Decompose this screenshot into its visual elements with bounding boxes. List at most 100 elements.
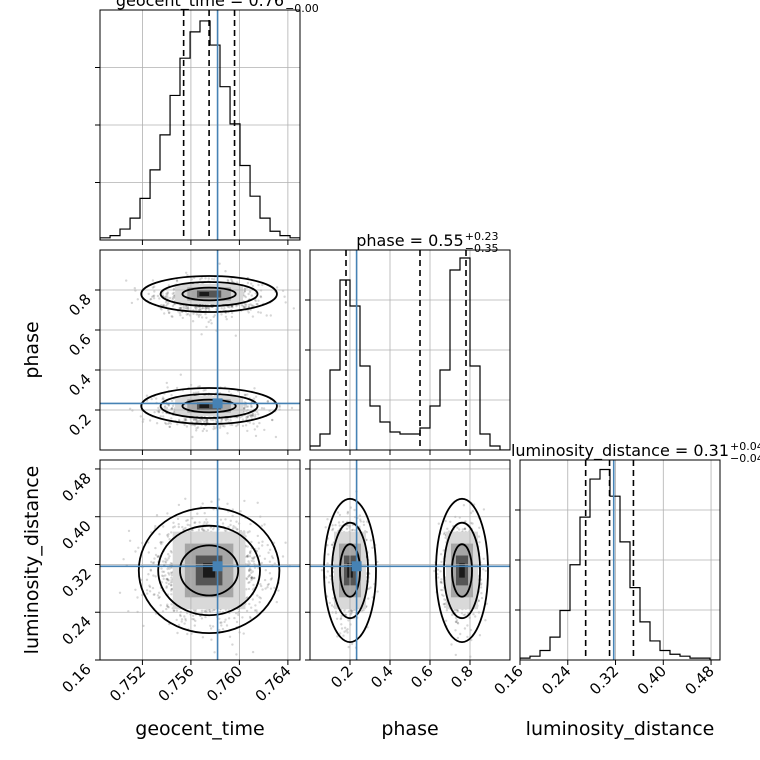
- scatter-point: [461, 528, 464, 531]
- scatter-point: [168, 567, 171, 570]
- contour-inner: [179, 544, 240, 597]
- scatter-point: [453, 609, 456, 612]
- scatter-point: [446, 527, 449, 530]
- scatter-point: [249, 414, 253, 417]
- scatter-point: [164, 421, 167, 425]
- title-luminosity_distance: luminosity_distance = 0.31: [511, 441, 729, 461]
- scatter-point: [173, 294, 176, 297]
- scatter-point: [166, 303, 169, 306]
- scatter-point: [339, 632, 342, 635]
- scatter-point: [194, 521, 197, 524]
- scatter-point: [166, 292, 169, 295]
- scatter-point: [247, 414, 250, 417]
- scatter-point: [202, 389, 205, 392]
- scatter-point: [231, 423, 234, 427]
- scatter-point: [210, 277, 214, 281]
- scatter-point: [204, 307, 207, 310]
- scatter-point: [161, 396, 165, 399]
- scatter-point: [234, 526, 237, 529]
- scatter-point: [239, 510, 242, 513]
- y-axis-label-luminosity_distance: luminosity_distance: [21, 466, 43, 655]
- scatter-point: [227, 390, 231, 393]
- scatter-point: [201, 429, 204, 433]
- scatter-point: [251, 412, 255, 415]
- x-tick-label-geocent_time: 0.756: [155, 662, 198, 705]
- scatter-point: [223, 529, 227, 532]
- scatter-point: [346, 524, 350, 527]
- scatter-point: [160, 308, 163, 311]
- panel-frame: [99, 459, 301, 661]
- scatter-point: [207, 277, 210, 280]
- scatter-point: [192, 618, 196, 621]
- scatter-point: [248, 568, 251, 571]
- scatter-point: [166, 603, 169, 606]
- scatter-point: [249, 303, 252, 306]
- scatter-point: [347, 619, 350, 622]
- scatter-point: [164, 304, 168, 308]
- scatter-point: [436, 576, 440, 579]
- scatter-point: [268, 548, 272, 551]
- scatter-point: [266, 543, 269, 547]
- title-plus-luminosity_distance: +0.04: [730, 440, 760, 453]
- scatter-point: [283, 295, 286, 298]
- scatter-point: [329, 574, 332, 578]
- scatter-point: [166, 534, 169, 537]
- scatter-point: [463, 527, 466, 531]
- scatter-point: [170, 407, 174, 410]
- scatter-point: [175, 609, 179, 612]
- scatter-point: [200, 316, 204, 319]
- scatter-point: [248, 602, 251, 606]
- x-tick-label-luminosity_distance: 0.48: [682, 662, 718, 698]
- scatter-point: [200, 617, 204, 620]
- y-tick-label-luminosity_distance: 0.48: [58, 469, 94, 505]
- scatter-point: [247, 311, 250, 314]
- scatter-point: [466, 635, 469, 639]
- truth-marker: [351, 561, 362, 572]
- scatter-point: [170, 417, 173, 420]
- scatter-point: [231, 643, 234, 646]
- scatter-point: [159, 307, 162, 310]
- scatter-point: [255, 609, 258, 612]
- scatter-point: [259, 311, 262, 314]
- scatter-point: [235, 620, 239, 624]
- scatter-point: [260, 407, 264, 410]
- scatter-point: [225, 624, 229, 627]
- scatter-point: [251, 577, 254, 580]
- scatter-point: [270, 555, 274, 558]
- scatter-point: [167, 571, 170, 575]
- scatter-point: [455, 619, 459, 622]
- scatter-point: [154, 525, 157, 528]
- y-tick-label-phase: 0.2: [65, 410, 95, 440]
- scatter-point: [273, 586, 276, 589]
- scatter-point: [134, 588, 137, 591]
- scatter-point: [224, 270, 227, 273]
- scatter-point: [172, 609, 175, 612]
- scatter-point: [193, 418, 196, 422]
- scatter-point: [197, 315, 201, 318]
- scatter-point: [202, 427, 206, 431]
- scatter-point: [220, 307, 223, 310]
- scatter-point: [270, 577, 273, 580]
- scatter-point: [166, 579, 169, 582]
- scatter-point: [253, 566, 257, 569]
- x-axis-label-luminosity_distance: luminosity_distance: [526, 718, 715, 740]
- scatter-point: [244, 305, 247, 309]
- scatter-point: [165, 581, 168, 584]
- scatter-point: [260, 524, 264, 527]
- scatter-point: [251, 304, 254, 307]
- scatter-point: [177, 503, 181, 507]
- scatter-point: [443, 531, 446, 534]
- scatter-point: [247, 587, 251, 591]
- title-bounds-phase: +0.23−0.35: [465, 230, 499, 255]
- scatter-point: [254, 413, 257, 416]
- y-tick-label-phase: 0.8: [65, 290, 95, 320]
- title-bounds-geocent_time: +0.00−0.00: [285, 0, 319, 15]
- scatter-point: [151, 586, 155, 590]
- scatter-point: [254, 299, 257, 303]
- scatter-point: [257, 283, 260, 287]
- scatter-point: [257, 311, 260, 314]
- scatter-point: [147, 541, 150, 544]
- scatter-point: [281, 555, 285, 558]
- scatter-point: [440, 581, 443, 585]
- x-tick-label-phase: 0.4: [367, 662, 397, 692]
